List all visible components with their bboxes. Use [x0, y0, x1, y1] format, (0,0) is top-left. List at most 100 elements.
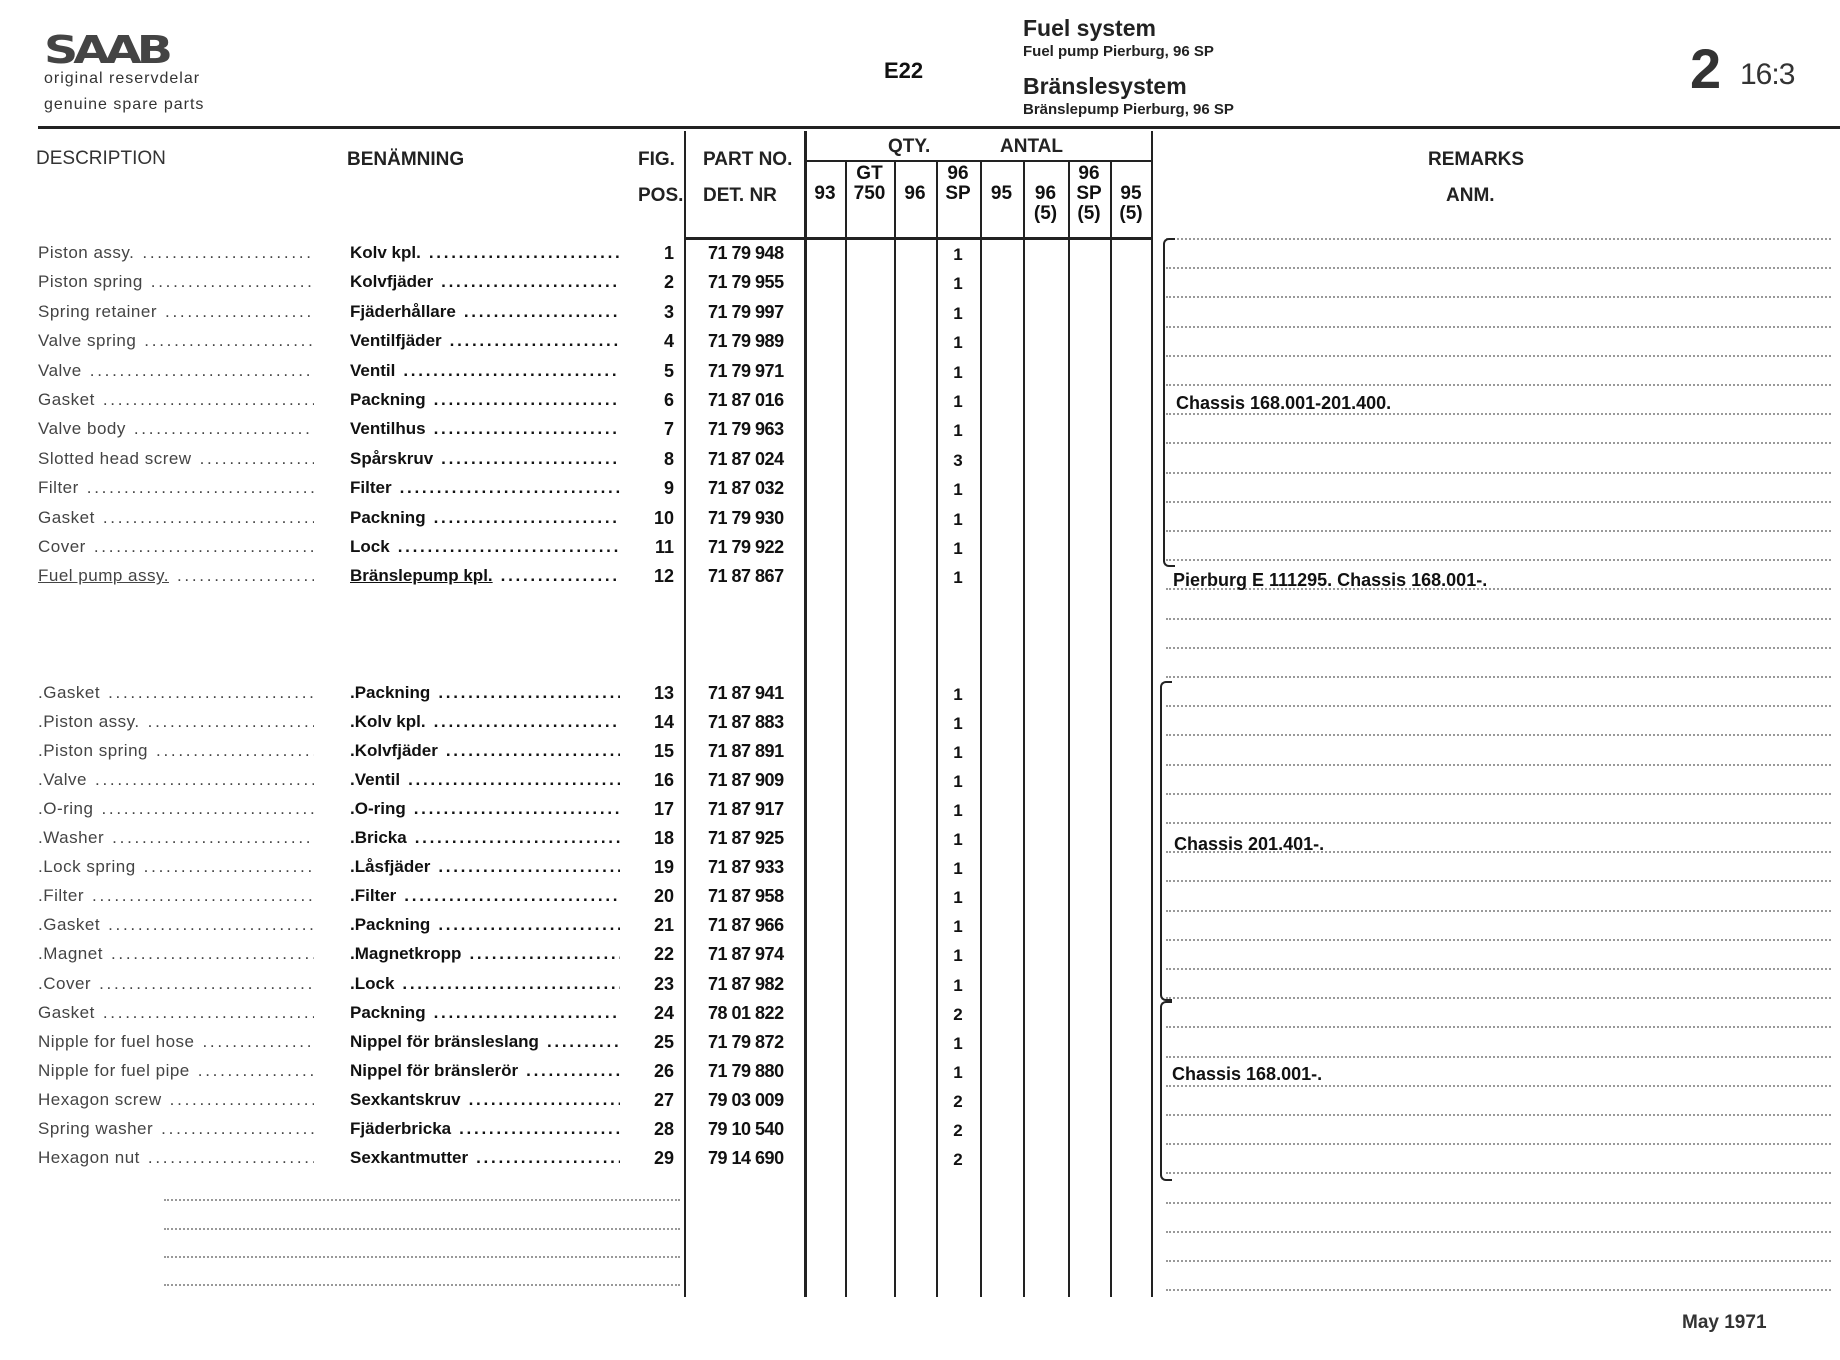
row-benamning: Packning [350, 387, 620, 413]
row-fig-pos: 6 [663, 390, 674, 410]
page-group: 2 [1690, 37, 1722, 100]
part-divider [804, 131, 807, 1297]
dot-leader [148, 738, 314, 764]
remark-line [1166, 238, 1831, 240]
dot-leader [194, 1029, 314, 1055]
dot-leader [430, 854, 620, 880]
qty-column-divider [936, 161, 938, 1297]
qty-right-border [1151, 131, 1153, 1297]
col-qty: QTY. [888, 136, 931, 157]
benamning-text: .Kolv kpl. [350, 712, 426, 732]
row-part-number: 78 01 822 [708, 1002, 784, 1023]
row-description: Nipple for fuel pipe [38, 1058, 314, 1084]
description-text: .Filter [38, 886, 84, 906]
remark-line [1166, 997, 1831, 1000]
fig-divider [684, 131, 686, 1297]
row-fig-pos: 22 [653, 944, 674, 965]
row-part-number: 71 79 963 [708, 419, 784, 440]
dot-leader [136, 328, 314, 354]
benamning-text: Filter [350, 478, 392, 498]
description-text: Valve spring [38, 331, 137, 351]
row-quantity: 2 [953, 1149, 963, 1169]
row-description: Spring retainer [38, 299, 314, 325]
row-benamning: .Filter [350, 883, 620, 909]
bracket [1160, 1001, 1172, 1181]
qty-model-label: 96 [947, 163, 969, 184]
row-description: Piston assy. [38, 240, 314, 266]
remark-line [1166, 822, 1831, 824]
remark-line [1166, 384, 1831, 386]
description-text: Hexagon screw [38, 1089, 162, 1109]
remark-line [1166, 617, 1831, 620]
section-code: E22 [884, 58, 924, 83]
row-description: Slotted head screw [38, 446, 314, 472]
row-part-number: 71 87 966 [708, 915, 784, 936]
row-part-number: 71 79 880 [708, 1060, 784, 1081]
row-description: Hexagon screw [38, 1087, 314, 1113]
saab-logo: SAAB [44, 28, 173, 72]
qty-header-rule [805, 160, 1152, 162]
row-description: Gasket [38, 505, 314, 531]
remark-line [1166, 851, 1831, 854]
qty-model-label: 95 [1120, 183, 1142, 204]
bracket [1160, 681, 1172, 1001]
qty-model-label: SP [1076, 183, 1102, 204]
dot-leader [392, 475, 620, 501]
remark-line [1166, 1055, 1831, 1058]
dot-leader [86, 534, 314, 560]
remark-line [1166, 1172, 1831, 1175]
description-text: Spring washer [38, 1118, 154, 1138]
row-part-number: 71 87 958 [708, 886, 784, 907]
remark-text: Chassis 201.401-. [1174, 834, 1325, 854]
dot-leader [395, 358, 620, 384]
row-quantity: 1 [953, 480, 963, 500]
row-quantity: 1 [953, 743, 963, 763]
remark-line [1166, 354, 1831, 357]
dot-leader [426, 505, 620, 531]
benamning-text: .O-ring [350, 799, 406, 819]
benamning-text: Ventilfjäder [350, 331, 442, 351]
row-part-number: 71 87 941 [708, 683, 784, 703]
row-quantity: 1 [953, 830, 963, 850]
remark-line [1166, 442, 1831, 445]
row-quantity: 3 [953, 450, 963, 470]
remark-text: Chassis 168.001-201.400. [1176, 393, 1392, 413]
row-quantity: 1 [953, 568, 963, 588]
tagline-en: genuine spare parts [44, 96, 205, 113]
remark-line [1166, 676, 1831, 678]
dot-leader [157, 299, 314, 325]
row-fig-pos: 27 [653, 1089, 674, 1110]
col-antal: ANTAL [1000, 136, 1063, 157]
row-description: .O-ring [38, 796, 314, 822]
row-benamning: .O-ring [350, 796, 620, 822]
row-description: .Magnet [38, 941, 314, 967]
dot-leader [87, 767, 314, 793]
col-part-no: PART NO. [703, 149, 793, 170]
dot-leader [426, 416, 620, 442]
row-part-number: 71 79 922 [708, 537, 784, 557]
row-description: .Piston spring [38, 738, 314, 764]
row-benamning: .Ventil [350, 767, 620, 793]
dot-leader [421, 240, 620, 266]
row-benamning: Sexkantskruv [350, 1087, 620, 1113]
row-quantity: 1 [953, 333, 963, 353]
remark-line [1166, 1114, 1831, 1116]
subtitle-sv: Bränslepump Pierburg, 96 SP [1023, 101, 1234, 118]
qty-model-label: 750 [853, 183, 886, 204]
remark-line [1166, 1026, 1831, 1029]
remark-line [1166, 1289, 1831, 1292]
qty-model-label: GT [856, 163, 883, 184]
row-part-number: 71 87 974 [708, 944, 784, 965]
row-part-number: 71 79 997 [708, 301, 784, 322]
qty-model-label: (5) [1119, 203, 1143, 224]
row-quantity: 1 [953, 714, 963, 734]
row-description: Valve [38, 358, 314, 384]
remark-text: Chassis 168.001-. [1172, 1064, 1323, 1084]
row-fig-pos: 5 [663, 360, 674, 381]
row-fig-pos: 11 [654, 537, 674, 557]
row-description: Gasket [38, 387, 314, 413]
row-part-number: 79 14 690 [708, 1147, 784, 1168]
dot-leader [438, 738, 620, 764]
remark-line [1166, 500, 1831, 503]
dot-leader [456, 299, 620, 325]
